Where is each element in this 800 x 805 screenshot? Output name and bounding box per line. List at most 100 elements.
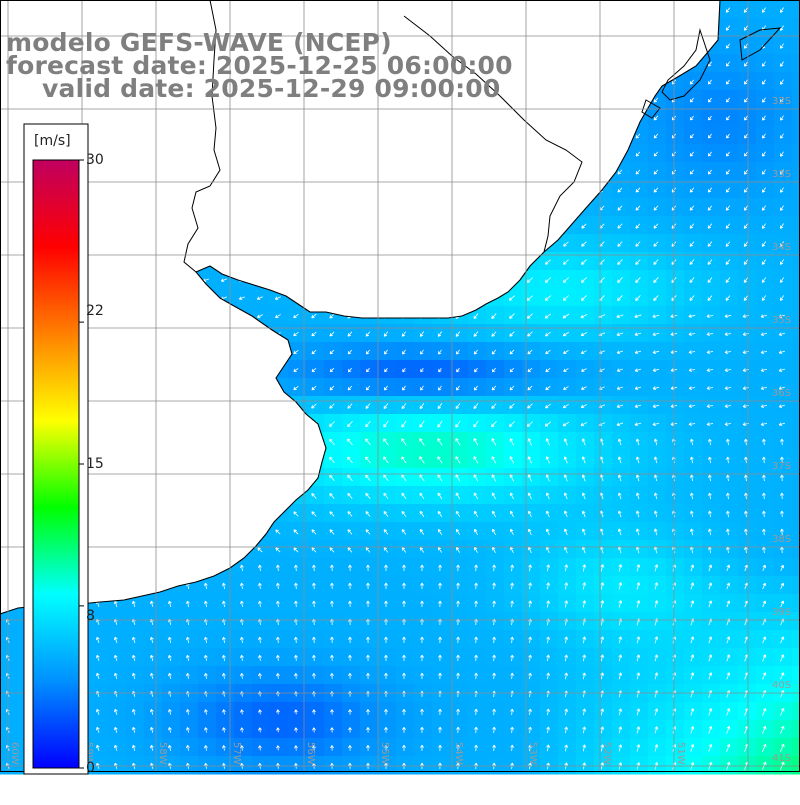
- wind-arrow: [509, 349, 515, 355]
- wind-arrow: [724, 422, 732, 426]
- wind-arrow: [743, 61, 748, 67]
- wind-arrow: [652, 386, 660, 390]
- wind-arrow: [707, 151, 712, 157]
- wind-arrow: [654, 672, 659, 680]
- wind-arrow: [545, 349, 551, 355]
- field-cell: [684, 234, 703, 253]
- wind-arrow: [779, 43, 784, 49]
- wind-arrow: [473, 331, 479, 337]
- field-cell: [720, 126, 739, 145]
- wind-arrow: [616, 350, 624, 355]
- field-cell: [774, 252, 793, 271]
- field-cell: [666, 576, 685, 595]
- longitude-label: 56W: [305, 742, 316, 765]
- field-cell: [396, 324, 415, 343]
- wind-arrow: [510, 582, 514, 590]
- wind-arrow: [276, 709, 280, 715]
- field-cell: [702, 252, 721, 271]
- field-cell: [648, 756, 667, 775]
- field-cell: [612, 540, 631, 559]
- field-cell: [540, 504, 559, 523]
- field-cell: [504, 486, 523, 505]
- wind-arrow: [581, 438, 586, 446]
- wind-arrow: [456, 385, 460, 391]
- wind-arrow: [438, 564, 442, 572]
- field-cell: [324, 432, 343, 451]
- wind-arrow: [635, 456, 640, 464]
- wind-arrow: [312, 709, 316, 715]
- field-cell: [738, 396, 757, 415]
- wind-arrow: [383, 403, 389, 410]
- wind-arrow: [744, 97, 748, 103]
- field-cell: [396, 342, 415, 361]
- wind-arrow: [293, 511, 299, 517]
- field-cell: [630, 756, 649, 775]
- wind-arrow: [311, 547, 317, 553]
- field-cell: [666, 180, 685, 199]
- wind-arrow: [510, 600, 514, 608]
- wind-arrow: [420, 726, 424, 733]
- field-cell: [90, 756, 109, 775]
- field-cell: [504, 540, 523, 559]
- wind-arrow: [526, 295, 534, 301]
- field-cell: [774, 756, 793, 775]
- wind-arrow: [706, 404, 714, 408]
- wind-arrow: [456, 672, 460, 680]
- field-cell: [648, 450, 667, 469]
- wind-arrow: [744, 151, 748, 157]
- wind-arrow: [743, 295, 749, 301]
- wind-arrow: [222, 727, 226, 733]
- field-cell: [378, 378, 397, 397]
- field-cell: [756, 144, 775, 163]
- wind-arrow: [706, 422, 714, 426]
- wind-arrow: [725, 295, 731, 301]
- wind-arrow: [438, 708, 442, 715]
- wind-arrow: [150, 636, 154, 643]
- field-cell: [630, 234, 649, 253]
- wind-arrow: [690, 636, 695, 644]
- wind-arrow: [689, 259, 695, 265]
- field-cell: [684, 522, 703, 541]
- field-cell: [666, 720, 685, 739]
- wind-arrow: [491, 438, 497, 446]
- wind-arrow: [708, 654, 713, 662]
- wind-arrow: [401, 438, 407, 446]
- field-cell: [360, 432, 379, 451]
- wind-arrow: [438, 654, 442, 662]
- wind-arrow: [636, 708, 641, 716]
- field-cell: [558, 468, 577, 487]
- field-cell: [720, 378, 739, 397]
- wind-arrow: [492, 708, 496, 716]
- wind-arrow: [635, 259, 641, 265]
- wind-arrow: [779, 725, 785, 734]
- wind-arrow: [437, 547, 442, 553]
- wind-arrow: [562, 277, 569, 283]
- field-cell: [414, 504, 433, 523]
- wind-arrow: [580, 314, 588, 319]
- wind-arrow: [366, 672, 370, 679]
- field-cell: [432, 378, 451, 397]
- field-cell: [342, 540, 361, 559]
- wind-arrow: [761, 259, 767, 265]
- field-cell: [756, 630, 775, 649]
- field-cell: [648, 306, 667, 325]
- wind-arrow: [437, 403, 443, 410]
- field-cell: [378, 432, 397, 451]
- wind-arrow: [347, 331, 353, 337]
- wind-arrow: [708, 438, 712, 446]
- field-cell: [666, 540, 685, 559]
- field-cell: [738, 702, 757, 721]
- field-cell: [486, 432, 505, 451]
- wind-arrow: [312, 564, 316, 572]
- field-cell: [756, 90, 775, 109]
- field-cell: [774, 216, 793, 235]
- wind-arrow: [778, 332, 786, 337]
- longitude-label: 55W: [379, 742, 390, 765]
- field-cell: [774, 108, 793, 127]
- field-cell: [630, 252, 649, 271]
- wind-arrow: [744, 438, 748, 446]
- wind-arrow: [654, 582, 659, 590]
- field-cell: [774, 720, 793, 739]
- wind-arrow: [690, 582, 695, 590]
- wind-arrow: [474, 600, 478, 608]
